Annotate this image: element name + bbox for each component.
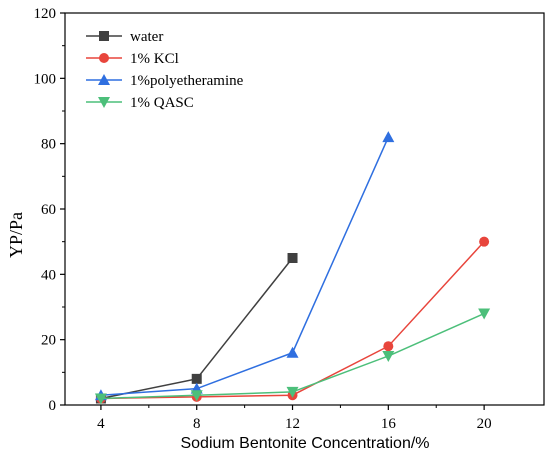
legend-item: 1%polyetheramine [86,73,244,89]
legend-item: water [86,29,163,45]
y-tick-label: 80 [41,137,56,153]
x-tick-label: 12 [285,416,300,432]
series-line [100,241,485,400]
legend-marker [99,31,109,41]
data-point [286,346,299,358]
y-tick-label: 0 [49,398,57,414]
axes: 4 8 12 16 20 0 20 40 60 80 100 120 [34,6,545,432]
series-0 [95,253,298,404]
legend-label: 1% QASC [130,95,194,111]
data-point [286,386,299,398]
data-point [383,341,394,352]
legend-marker [98,74,110,85]
y-axis-title: YP/Pa [6,212,26,258]
legend-marker [99,53,109,63]
series-layer [94,131,491,405]
y-tick-label: 60 [41,202,56,218]
y-tick-label: 40 [41,267,56,283]
x-axis-title: Sodium Bentonite Concentration/% [180,435,429,452]
series-3 [94,308,491,405]
data-point [382,351,395,362]
legend-label: water [130,29,163,45]
legend-label: 1% KCl [130,51,179,67]
y-tick-label: 120 [34,6,57,22]
legend-label: 1%polyetheramine [130,73,244,89]
x-tick-label: 20 [477,416,492,432]
data-point [479,236,490,247]
data-point [191,373,202,384]
data-point [190,390,203,402]
legend-marker [98,97,110,108]
legend-item: 1% QASC [86,95,194,111]
y-tick-label: 20 [41,333,56,349]
x-tick-label: 4 [97,416,105,432]
legend: water 1% KCl 1%polyetheramine 1% QASC [86,29,244,111]
series-2 [94,131,395,401]
series-line [100,136,390,396]
data-point [94,393,107,405]
plot-frame [64,12,545,406]
x-tick-label: 8 [193,416,201,432]
data-point [382,131,395,143]
legend-item: 1% KCl [86,51,179,67]
data-point [478,308,491,320]
data-point [287,253,298,263]
y-tick-label: 100 [34,71,57,87]
x-tick-label: 16 [381,416,397,432]
